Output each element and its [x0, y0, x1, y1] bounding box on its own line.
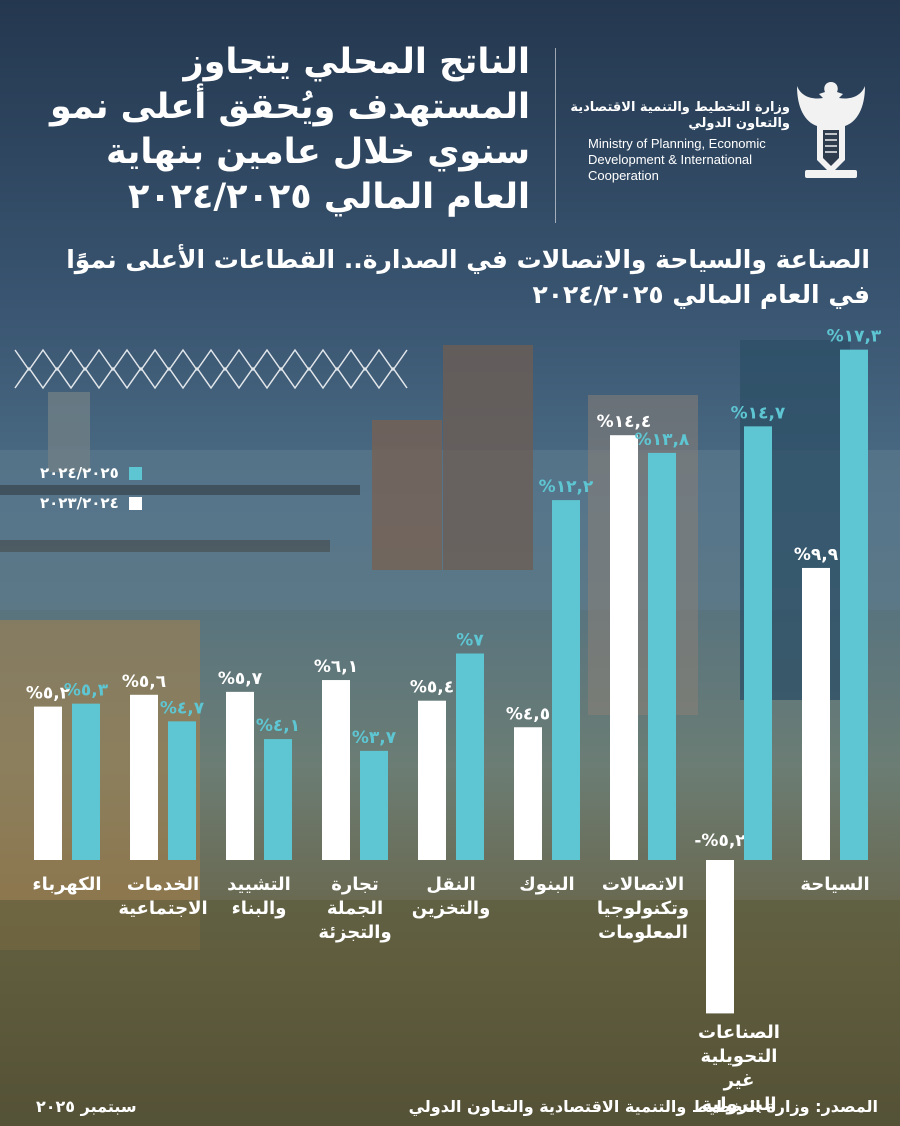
legend-label: ٢٠٢٤/٢٠٢٥: [40, 464, 119, 482]
value-label-2023-2024: %٤,٥: [506, 704, 550, 724]
bar-2023-2024: [610, 435, 638, 860]
legend-swatch-white: [128, 496, 142, 510]
chart-title: الصناعة والسياحة والاتصالات في الصدارة..…: [66, 245, 870, 309]
bar-2023-2024: [322, 680, 350, 860]
ornament-pattern: [14, 348, 408, 390]
category-label: غير: [723, 1070, 755, 1091]
value-label-2024-2025: %١٧,٣: [827, 327, 882, 347]
category-label: النقل: [426, 874, 475, 895]
bar-2023-2024: [802, 567, 830, 860]
category-label: التحويلية: [701, 1046, 778, 1067]
ministry-name-ar: وزارة التخطيط والتنمية الاقتصادية والتعا…: [570, 100, 790, 131]
value-label-2023-2024: %٩,٩: [794, 545, 839, 565]
category-label: تجارة: [331, 874, 378, 895]
value-label-2024-2025: %١٢,٢: [539, 477, 594, 497]
category-label: الاجتماعية: [118, 898, 207, 919]
category-label: والتخزين: [412, 898, 491, 919]
tower-left: [48, 392, 90, 472]
category-label: المعلومات: [598, 922, 688, 943]
bar-2024-2025: [72, 703, 100, 860]
category-label: البترولية: [701, 1094, 776, 1115]
bridge-2: [0, 540, 330, 552]
value-label-2023-2024: -%٥,٢: [694, 831, 746, 851]
value-label-2023-2024: %٥,٦: [122, 672, 166, 692]
value-label-2023-2024: %٥,٤: [410, 678, 454, 698]
trees: [0, 900, 900, 1126]
category-label: الجملة: [327, 898, 383, 919]
tower-center-left: [372, 420, 442, 570]
legend-label: ٢٠٢٣/٢٠٢٤: [40, 494, 119, 512]
category-label: وتكنولوجيا: [597, 898, 689, 919]
bar-2024-2025: [360, 750, 388, 860]
tower-right: [588, 395, 698, 715]
value-label-2024-2025: %٤,١: [256, 716, 300, 736]
footer-date: سبتمبر ٢٠٢٥: [36, 1097, 137, 1116]
bar-2024-2025: [264, 739, 292, 860]
bar-2024-2025: [168, 721, 196, 860]
bar-2023-2024: [418, 700, 446, 860]
eagle-emblem-icon: [797, 82, 865, 178]
bridge: [0, 485, 360, 495]
category-label: الخدمات: [127, 874, 199, 895]
value-label-2024-2025: %٥,٣: [64, 681, 109, 701]
value-label-2023-2024: %١٤,٤: [597, 412, 652, 432]
category-label: البنوك: [519, 874, 574, 895]
bar-2023-2024: [130, 694, 158, 860]
bar-2024-2025: [552, 500, 580, 860]
category-label: والتجزئة: [318, 922, 391, 943]
category-label: الاتصالات: [602, 874, 684, 895]
bar-2023-2024: [706, 860, 734, 1014]
value-label-2024-2025: %١٣,٨: [635, 430, 690, 450]
category-label: الكهرباء: [32, 874, 101, 895]
headline: الناتج المحلي يتجاوز المستهدف ويُحقق أعل…: [49, 42, 530, 217]
value-label-2023-2024: %٥,٢: [26, 684, 71, 704]
category-label: السياحة: [800, 874, 869, 895]
value-label-2024-2025: %٤,٧: [160, 698, 205, 718]
bar-2023-2024: [226, 691, 254, 860]
bar-2023-2024: [514, 727, 542, 860]
bar-2024-2025: [456, 653, 484, 860]
bar-2024-2025: [840, 349, 868, 860]
value-label-2024-2025: %٣,٧: [352, 728, 397, 748]
bar-2023-2024: [34, 706, 62, 860]
bar-2024-2025: [648, 452, 676, 860]
legend-swatch-teal: [128, 466, 142, 480]
chart-legend: ٢٠٢٤/٢٠٢٥ ٢٠٢٣/٢٠٢٤: [40, 458, 142, 518]
legend-item-2023-2024: ٢٠٢٣/٢٠٢٤: [40, 488, 142, 518]
header-divider: [555, 48, 556, 223]
legend-item-2024-2025: ٢٠٢٤/٢٠٢٥: [40, 458, 142, 488]
category-label: الصناعات: [698, 1022, 780, 1043]
bar-2024-2025: [744, 426, 772, 860]
value-label-2023-2024: %٦,١: [314, 657, 358, 677]
value-label-2024-2025: %١٤,٧: [731, 403, 786, 423]
value-label-2023-2024: %٥,٧: [218, 669, 263, 689]
footer-source: المصدر: وزارة التخطيط والتنمية الاقتصادي…: [408, 1097, 878, 1116]
tower-center: [443, 345, 533, 570]
ministry-name-en: Ministry of Planning, Economic Developme…: [588, 136, 766, 183]
category-label: التشييد: [227, 874, 291, 895]
category-label: والبناء: [232, 898, 287, 919]
value-label-2024-2025: %٧: [456, 631, 484, 651]
